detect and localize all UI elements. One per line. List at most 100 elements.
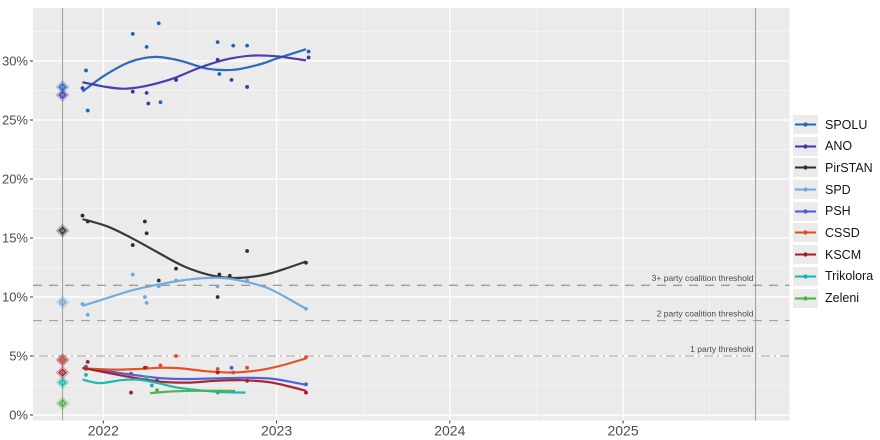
election-result-marker-KSCM [58, 368, 67, 377]
poll-point-SPOLU [245, 43, 249, 48]
election-result-halo-SPOLU [55, 80, 70, 94]
poll-point-SPOLU [215, 40, 220, 45]
x-tick-label: 2025 [607, 423, 638, 439]
legend-item-SPD: SPD [793, 180, 873, 200]
trend-curve-PirSTAN [82, 218, 307, 280]
legend-item-Trikolora: Trikolora [793, 266, 874, 286]
poll-point-SPOLU [130, 31, 135, 36]
poll-point-KSCM [129, 390, 133, 395]
poll-point-PSH [304, 382, 308, 387]
legend-key-icon [793, 201, 818, 221]
poll-point-SPD [304, 306, 308, 311]
x-tick-label: 2022 [88, 423, 119, 439]
poll-point-CSSD [174, 354, 178, 358]
legend-item-KSCM: KSCM [793, 245, 873, 265]
election-result-halo-ANO [55, 88, 70, 102]
legend-label: KSCM [825, 247, 862, 262]
poll-point-CSSD [231, 370, 236, 375]
poll-point-SPD [80, 302, 85, 306]
poll-point-Zeleni [155, 388, 159, 393]
poll-point-SPOLU [84, 68, 88, 73]
y-tick-label: 25% [2, 113, 28, 128]
threshold-label: 1 party threshold [690, 344, 754, 354]
poll-point-Zeleni [217, 389, 222, 394]
poll-point-KSCM [245, 378, 249, 383]
election-result-halo-PSH [55, 352, 70, 367]
election-result-marker-ANO [58, 90, 67, 100]
legend-item-SPOLU: SPOLU [793, 115, 873, 134]
poll-point-ANO [80, 86, 85, 91]
legend-label: PSH [825, 204, 851, 219]
election-result-marker-PirSTAN [58, 226, 67, 235]
legend-label: PirSTAN [825, 160, 873, 175]
poll-point-PirSTAN [85, 219, 90, 224]
poll-point-KSCM [142, 365, 147, 370]
poll-point-CSSD [304, 355, 308, 360]
legend-key-icon [793, 245, 818, 265]
poll-point-SPD [85, 312, 90, 317]
legend-label: Zeleni [825, 291, 860, 305]
poll-point-SPOLU [231, 43, 236, 48]
poll-point-PirSTAN [144, 231, 149, 236]
trend-curve-CSSD [82, 357, 307, 374]
legend-item-CSSD: CSSD [793, 223, 873, 243]
legend-item-PirSTAN: PirSTAN [793, 158, 873, 178]
election-result-halo-CSSD [55, 353, 70, 367]
poll-point-CSSD [158, 363, 163, 368]
trend-curve-ANO [82, 54, 307, 90]
poll-point-KSCM [85, 360, 90, 364]
election-result-marker-SPD [58, 297, 67, 307]
legend-key-icon [793, 115, 818, 134]
poll-point-Trikolora [144, 375, 149, 380]
poll-point-SPD [156, 284, 161, 289]
poll-point-ANO [215, 57, 220, 62]
legend-item-PSH: PSH [793, 201, 873, 221]
poll-point-CSSD [215, 367, 220, 371]
poll-point-KSCM [215, 370, 220, 375]
trend-curve-SPOLU [81, 48, 307, 93]
legend-label: SPD [825, 182, 851, 197]
y-tick-label: 0% [9, 408, 28, 423]
poll-point-SPD [144, 301, 149, 305]
legend-item-Zeleni: Zeleni [793, 288, 873, 308]
legend-label: CSSD [825, 225, 860, 240]
trend-curve-KSCM [82, 366, 307, 392]
legend-item-ANO: ANO [793, 136, 873, 156]
threshold-label: 2 party coalition threshold [657, 309, 754, 319]
poll-point-PSH [129, 371, 133, 376]
legend-key-icon [793, 266, 818, 286]
y-tick-label: 10% [2, 290, 28, 305]
poll-point-PirSTAN [227, 273, 232, 278]
legend-key-icon [793, 136, 818, 156]
poll-point-ANO [174, 77, 178, 82]
trend-curve-SPD [82, 276, 307, 310]
poll-point-PirSTAN [130, 243, 135, 247]
poll-point-Trikolora [84, 372, 88, 377]
poll-point-ANO [306, 55, 311, 60]
election-result-halo-PirSTAN [55, 223, 70, 238]
plot-panel [33, 8, 790, 421]
poll-point-ANO [130, 89, 135, 94]
poll-point-SPOLU [144, 44, 149, 49]
poll-point-SPD [245, 278, 249, 283]
x-tick-label: 2023 [261, 423, 292, 439]
poll-point-SPOLU [217, 72, 222, 76]
poll-point-SPD [215, 284, 220, 289]
x-tick-label: 2024 [434, 423, 465, 439]
poll-point-SPOLU [306, 49, 311, 54]
poll-point-ANO [245, 85, 249, 89]
poll-point-PirSTAN [217, 272, 222, 277]
election-result-halo-Trikolora [55, 375, 70, 390]
election-result-marker-SPOLU [58, 82, 67, 92]
legend-key-icon [793, 223, 818, 243]
trend-curve-Zeleni [149, 389, 235, 395]
poll-point-ANO [146, 101, 151, 106]
y-tick-label: 15% [2, 231, 28, 246]
legend-label: Trikolora [825, 269, 874, 284]
y-tick-label: 5% [9, 349, 28, 364]
poll-point-PirSTAN [80, 213, 85, 218]
y-tick-label: 30% [2, 54, 28, 69]
poll-point-SPD [130, 272, 135, 277]
